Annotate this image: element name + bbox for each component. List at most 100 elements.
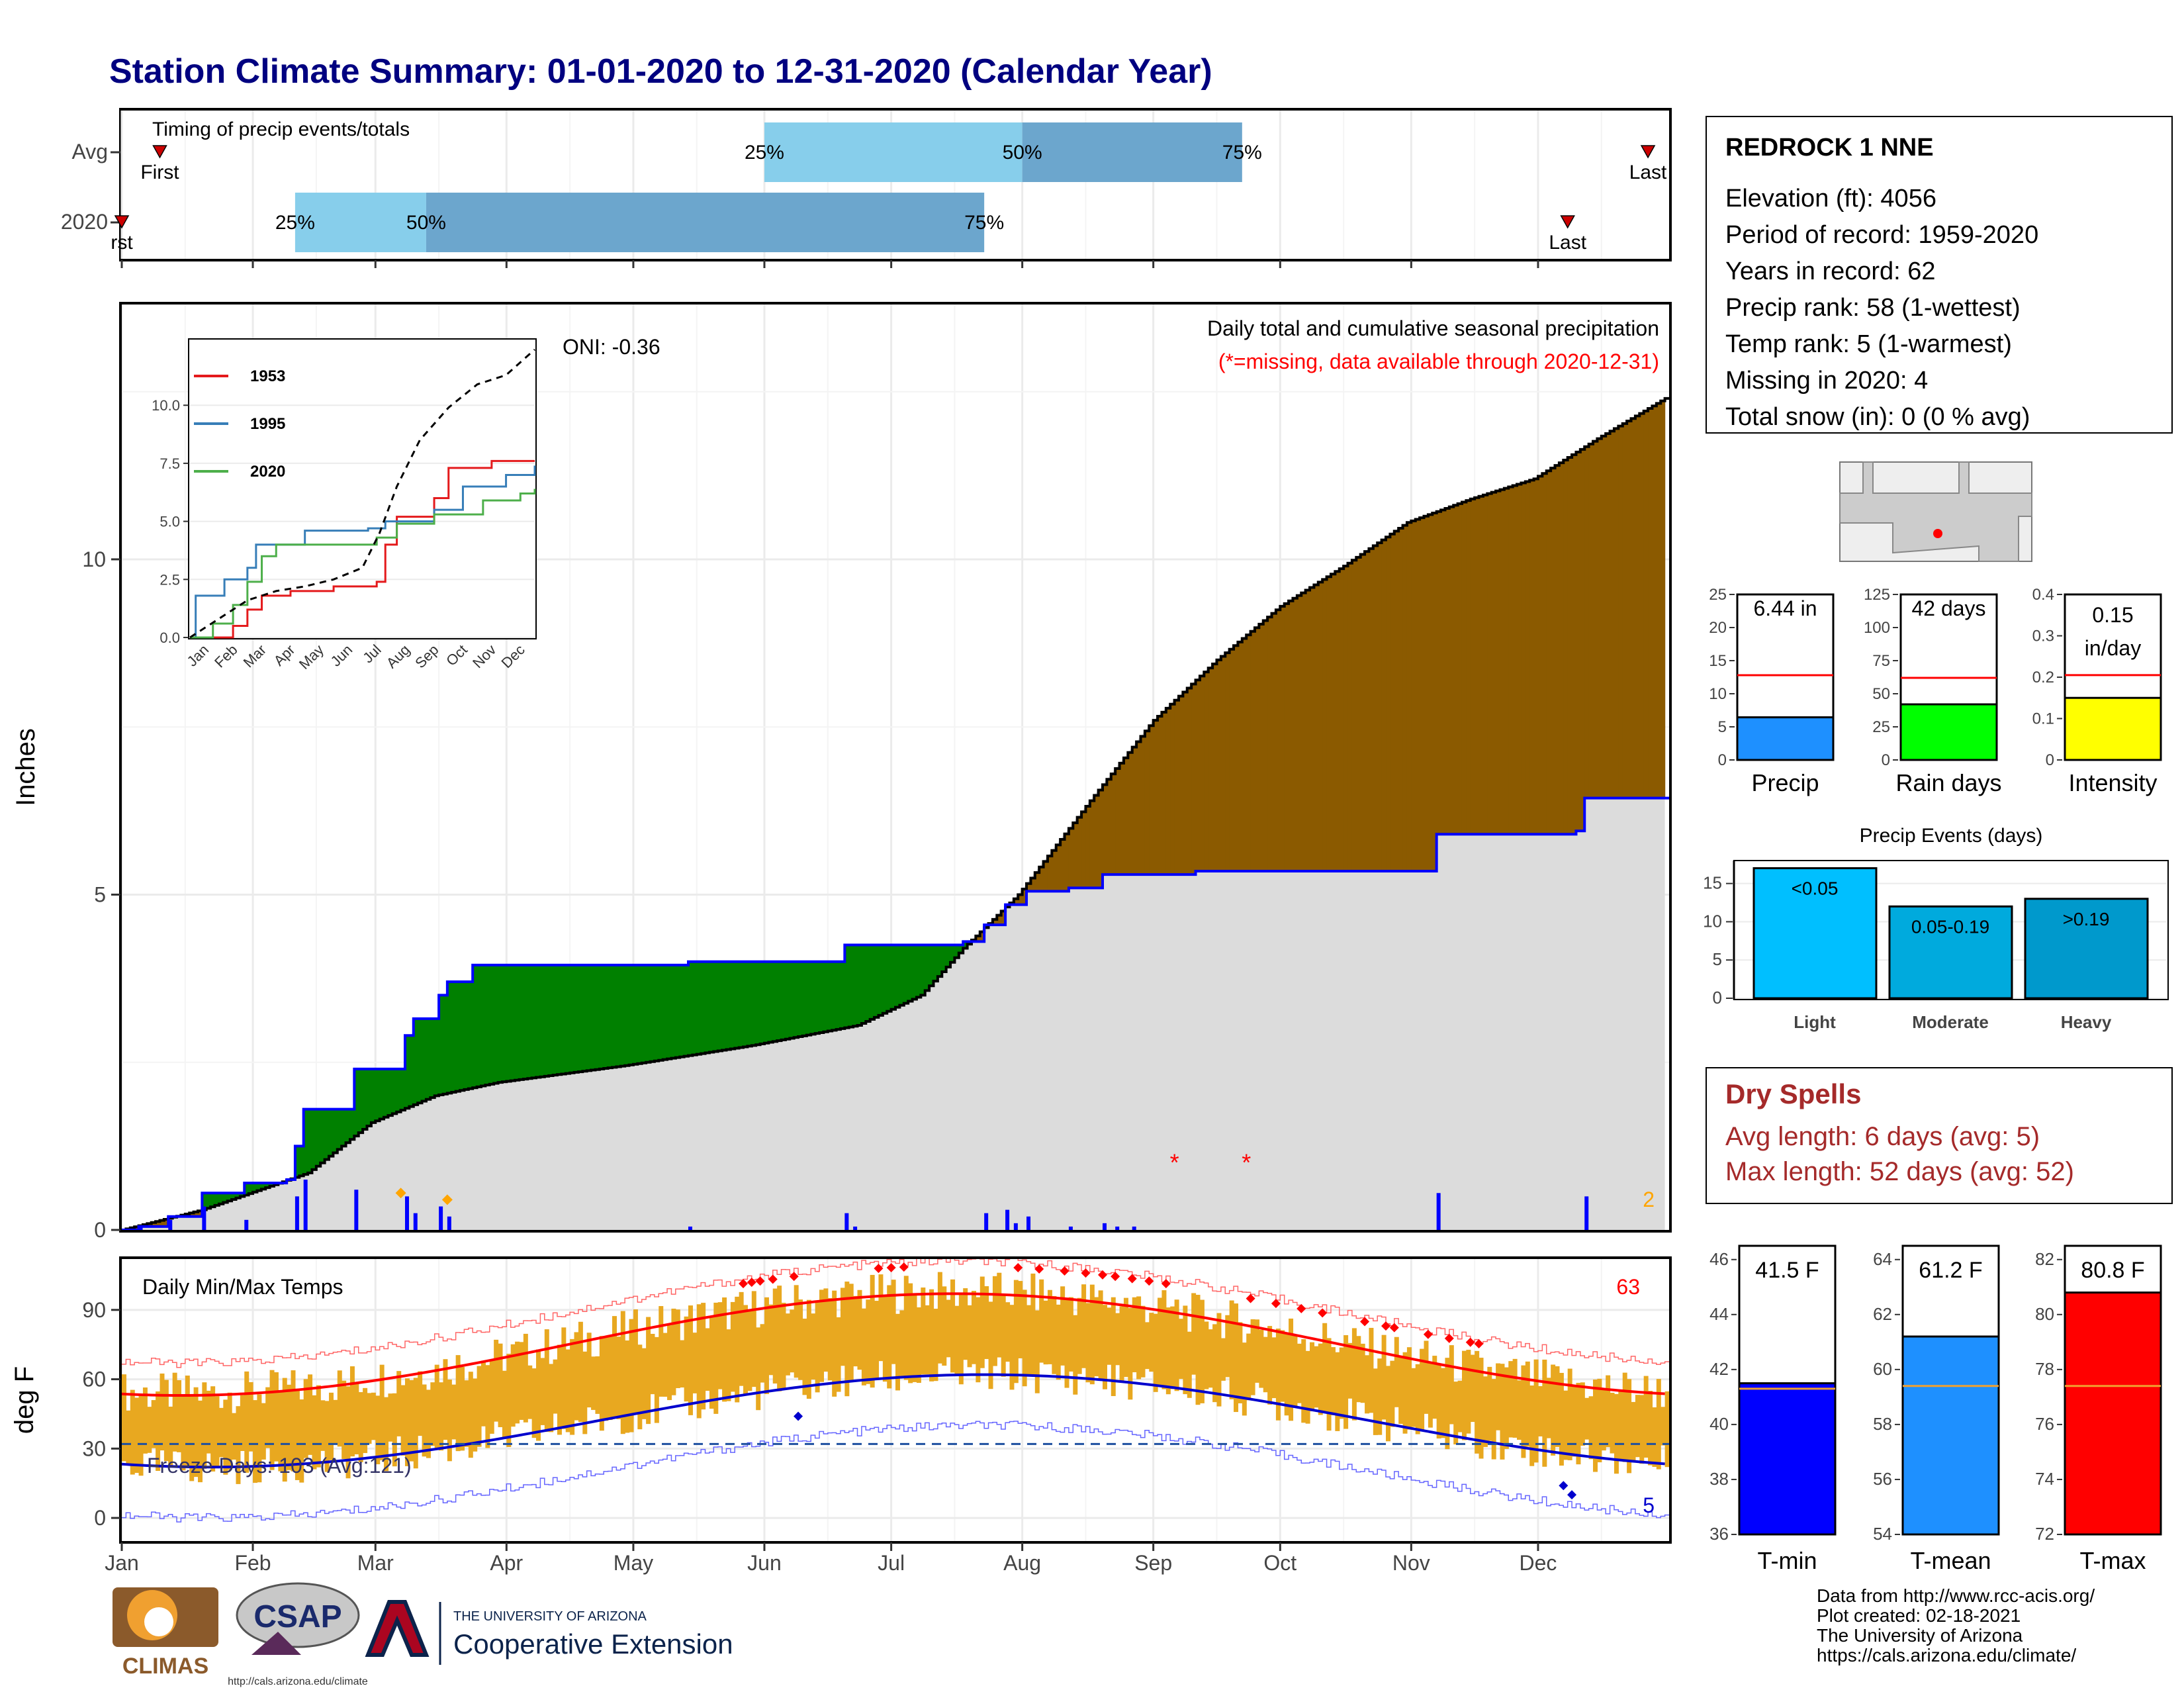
daily-temp-bar xyxy=(794,1285,799,1378)
daily-temp-bar xyxy=(958,1293,964,1385)
daily-temp-bar xyxy=(163,1380,169,1462)
surplus-strip xyxy=(794,961,799,1038)
daily-temp-bar xyxy=(1580,1382,1585,1446)
daily-temp-bar xyxy=(1081,1284,1087,1368)
deficit-strip xyxy=(1216,659,1222,872)
precip-areas xyxy=(122,397,1669,1231)
footer-line: Plot created: 02-18-2021 xyxy=(1817,1605,2021,1626)
deficit-strip xyxy=(1115,769,1120,875)
deficit-strip xyxy=(1610,431,1615,798)
deficit-strip xyxy=(1310,587,1315,872)
deficit-strip xyxy=(1293,598,1298,872)
summary-bar-intensity: 0 0.1 0.2 0.3 0.4 0.15 in/day Intensity xyxy=(2032,586,2162,796)
oni-value: ONI: -0.36 xyxy=(563,335,660,359)
deficit-strip xyxy=(1622,423,1627,798)
daily-temp-bar xyxy=(1402,1352,1408,1434)
temp-summary-y-tick-label: 44 xyxy=(1709,1304,1729,1324)
temp-summary-y-tick-label: 36 xyxy=(1709,1524,1729,1544)
daily-temp-bar xyxy=(903,1276,909,1380)
deficit-strip xyxy=(1508,487,1514,835)
daily-temp-bar xyxy=(878,1274,884,1362)
deficit-strip xyxy=(1445,508,1450,835)
surplus-strip xyxy=(781,961,786,1040)
surplus-strip xyxy=(375,1068,381,1121)
daily-temp-bar xyxy=(1128,1307,1133,1400)
surplus-strip xyxy=(536,964,541,1078)
summary-y-tick-label: 125 xyxy=(1864,586,1890,604)
surplus-strip xyxy=(916,945,921,998)
surplus-strip xyxy=(726,961,731,1050)
page-title: Station Climate Summary: 01-01-2020 to 1… xyxy=(109,52,1212,91)
surplus-strip xyxy=(363,1068,368,1130)
surplus-strip xyxy=(921,945,926,996)
daily-temp-bar xyxy=(130,1389,135,1475)
timing-bar-50-75 xyxy=(1022,122,1242,182)
deficit-strip xyxy=(1559,463,1564,835)
missing-data-marker: * xyxy=(1170,1149,1179,1176)
daily-temp-bar xyxy=(193,1387,199,1477)
daily-temp-bar xyxy=(295,1389,300,1480)
daily-temp-bar xyxy=(1517,1380,1522,1440)
deficit-strip xyxy=(1103,784,1107,875)
surplus-strip xyxy=(899,945,905,1006)
deficit-strip xyxy=(1533,479,1539,835)
daily-temp-bar xyxy=(1107,1307,1112,1365)
daily-temp-bar xyxy=(1504,1367,1509,1449)
daily-temp-bar xyxy=(1614,1393,1619,1474)
deficit-strip xyxy=(1335,571,1340,872)
climatology-area xyxy=(122,398,1665,1230)
surplus-strip xyxy=(882,945,887,1013)
events-bar-heavy xyxy=(2024,898,2149,1000)
deficit-strip xyxy=(1001,911,1006,925)
deficit-strip xyxy=(151,1222,156,1227)
deficit-strip xyxy=(1381,539,1387,872)
footer-credits: Data from http://www.rcc-acis.org/Plot c… xyxy=(1817,1585,2095,1665)
deficit-strip xyxy=(1144,731,1150,875)
precip-frame xyxy=(119,302,1672,1233)
station-detail-line: Elevation (ft): 4056 xyxy=(1725,185,1936,212)
daily-temp-bar xyxy=(1470,1354,1475,1423)
inset-y-tick-label: 0.0 xyxy=(159,630,180,646)
summary-y-tick-label: 0 xyxy=(1718,751,1727,769)
events-y-tick-label: 0 xyxy=(1713,988,1722,1008)
record-high-marker xyxy=(1098,1270,1108,1280)
daily-temp-bar xyxy=(287,1384,292,1470)
surplus-strip xyxy=(620,964,625,1066)
surplus-strip xyxy=(717,961,723,1051)
surplus-strip xyxy=(844,945,850,1028)
surplus-strip xyxy=(646,964,651,1062)
daily-temp-bar xyxy=(963,1288,968,1360)
record-high-marker xyxy=(747,1278,756,1288)
surplus-strip xyxy=(265,1183,271,1188)
daily-temp-bar xyxy=(1639,1395,1645,1464)
ua-small-text: THE UNIVERSITY OF ARIZONA xyxy=(453,1609,647,1624)
university-of-arizona-logo: THE UNIVERSITY OF ARIZONA Cooperative Ex… xyxy=(365,1600,733,1665)
surplus-strip xyxy=(722,961,727,1051)
daily-temp-bar xyxy=(455,1355,461,1452)
deficit-strip xyxy=(1250,631,1255,872)
deficit-strip xyxy=(1140,736,1146,875)
last-event-marker xyxy=(1640,145,1656,159)
csap-url: http://cals.arizona.edu/climate xyxy=(228,1676,368,1687)
surplus-strip xyxy=(777,961,782,1041)
deficit-strip xyxy=(1246,635,1251,872)
temp-title: Daily Min/Max Temps xyxy=(142,1275,343,1299)
dry-spells-title: Dry Spells xyxy=(1725,1078,1861,1109)
daily-temp-bar xyxy=(122,1374,126,1462)
deficit-strip xyxy=(1208,668,1213,872)
daily-temp-bar xyxy=(1068,1297,1073,1372)
daily-temp-bar xyxy=(1635,1395,1640,1458)
daily-temp-bar xyxy=(384,1397,389,1472)
daily-temp-bar xyxy=(502,1370,507,1438)
surplus-strip xyxy=(696,961,702,1055)
surplus-strip xyxy=(400,1068,406,1111)
deficit-strip xyxy=(1123,757,1128,875)
daily-temp-bar xyxy=(1250,1319,1255,1395)
daily-temp-bar xyxy=(1406,1347,1412,1430)
temp-summary-label: T-mean xyxy=(1910,1547,1991,1574)
daily-temp-bar xyxy=(823,1288,829,1372)
deficit-strip xyxy=(1339,569,1344,872)
surplus-strip xyxy=(473,964,478,1088)
daily-temp-bar xyxy=(1056,1304,1061,1380)
deficit-strip xyxy=(1614,428,1619,798)
